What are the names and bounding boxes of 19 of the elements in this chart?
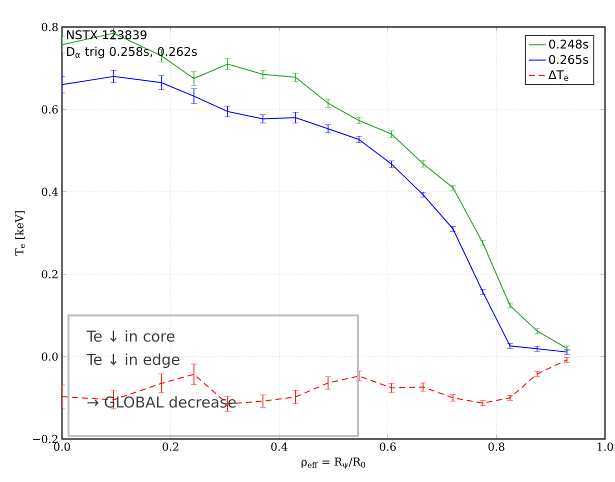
x-tick-label: 0.2 <box>162 442 178 451</box>
x-tick-label: 0.6 <box>380 442 396 451</box>
x-tick-label: 0.8 <box>488 442 504 451</box>
y-axis-title: T$_{e}$ [keV] <box>14 211 26 256</box>
legend-label: ΔT$_{e}$ <box>548 70 568 81</box>
y-tick-label: −0.2 <box>33 434 58 444</box>
y-tick-label: 0.2 <box>42 270 58 278</box>
y-tick-label: 0.6 <box>42 105 58 114</box>
annotation: Te ↓ in edge <box>86 353 180 368</box>
x-tick-label: 0.0 <box>54 442 70 451</box>
x-tick-label: 1.0 <box>598 442 613 451</box>
annotation: Te ↓ in core <box>86 330 174 342</box>
y-tick-label: 0.4 <box>42 188 58 196</box>
x-tick-label: 0.4 <box>271 442 288 451</box>
legend-label: 0.248s <box>549 40 588 49</box>
y-tick-label: 0.0 <box>42 352 58 361</box>
legend-label: 0.265s <box>549 54 588 64</box>
y-tick-label: 0.8 <box>42 22 58 32</box>
x-axis-title: ρ$_{eff}$ = R$_{ψ}$/R$_{0}$ <box>302 458 366 469</box>
